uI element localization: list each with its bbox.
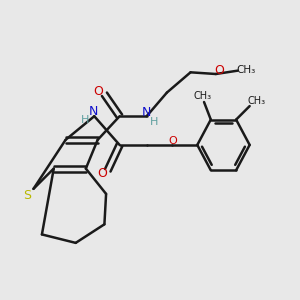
Text: N: N [142, 106, 151, 119]
Text: O: O [214, 64, 224, 77]
Text: H: H [81, 115, 89, 124]
Text: H: H [150, 117, 158, 127]
Text: O: O [93, 85, 103, 98]
Text: N: N [89, 105, 98, 118]
Text: CH₃: CH₃ [247, 96, 266, 106]
Text: O: O [97, 167, 106, 180]
Text: CH₃: CH₃ [236, 65, 255, 75]
Text: S: S [23, 189, 32, 202]
Text: CH₃: CH₃ [193, 91, 212, 101]
Text: O: O [169, 136, 177, 146]
